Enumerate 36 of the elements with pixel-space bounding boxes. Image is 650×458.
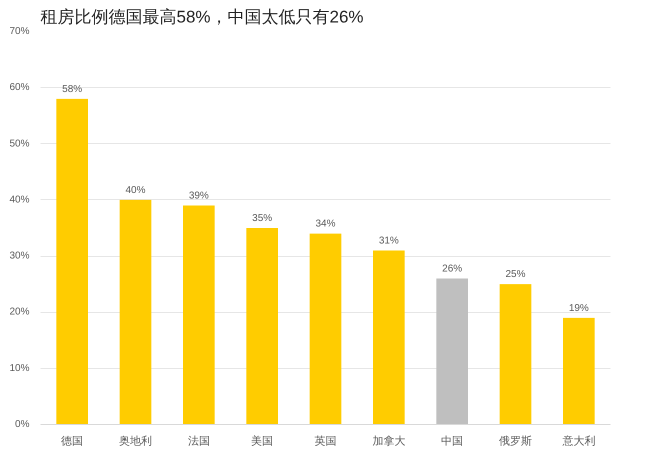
y-tick-label: 60% (9, 82, 30, 94)
data-label: 40% (125, 184, 146, 196)
x-tick-label: 意大利 (561, 434, 596, 448)
y-tick-label: 70% (9, 26, 30, 37)
bar (563, 318, 595, 424)
x-tick-label: 俄罗斯 (499, 434, 532, 448)
y-tick-label: 10% (9, 362, 30, 374)
x-tick-label: 德国 (61, 436, 84, 448)
data-label: 58% (62, 84, 82, 95)
x-tick-label: 美国 (251, 434, 274, 448)
x-tick-label: 中国 (441, 434, 464, 448)
bar (183, 206, 215, 424)
data-label: 39% (188, 190, 209, 202)
data-label: 31% (378, 235, 399, 246)
data-label: 25% (505, 269, 526, 280)
data-label: 19% (568, 302, 589, 314)
data-label: 35% (252, 213, 272, 224)
x-tick-label: 法国 (188, 434, 210, 448)
x-tick-label: 奥地利 (119, 434, 152, 448)
data-label: 26% (442, 264, 462, 275)
bar (500, 284, 532, 424)
y-tick-label: 0% (15, 419, 30, 430)
y-tick-label: 30% (9, 250, 30, 262)
y-tick-label: 50% (9, 138, 30, 150)
y-tick-label: 40% (9, 194, 30, 206)
data-label: 34% (315, 218, 336, 230)
bar (246, 228, 278, 424)
bar (310, 234, 342, 424)
x-tick-label: 加拿大 (372, 434, 406, 448)
bar (56, 98, 88, 424)
y-tick-label: 20% (9, 306, 30, 318)
bar (120, 200, 152, 424)
bar (436, 278, 468, 424)
bar (373, 250, 405, 424)
x-tick-label: 英国 (314, 434, 336, 448)
chart-title: 租房比例德国最高58%，中国太低只有26% (40, 8, 364, 26)
